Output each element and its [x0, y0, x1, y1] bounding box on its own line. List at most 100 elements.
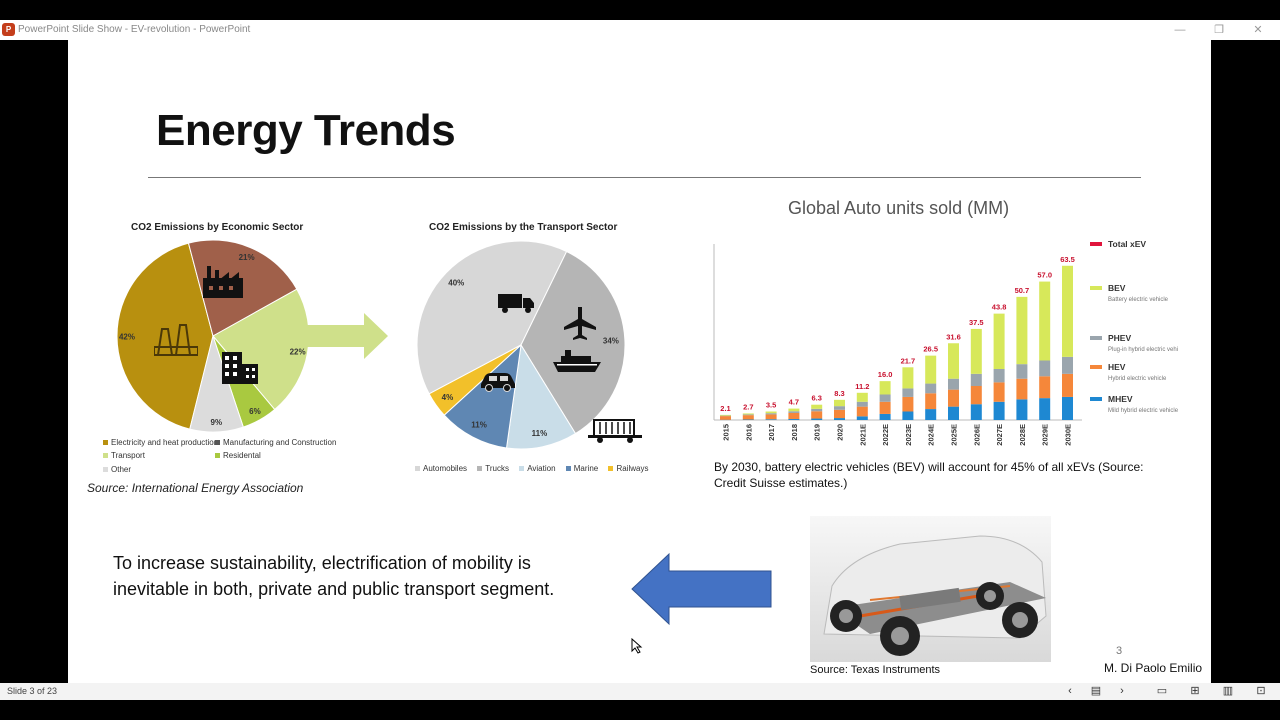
legend-label: BEV — [1108, 283, 1126, 293]
pie-slice — [505, 343, 577, 450]
normal-view-icon[interactable]: ▭ — [1156, 685, 1168, 697]
previous-slide-icon[interactable]: ‹ — [1068, 685, 1072, 697]
factory-icon — [203, 266, 243, 298]
bar-total-label: 6.3 — [811, 394, 821, 403]
pie-slice-label: 42% — [119, 333, 135, 342]
legend-swatch — [215, 440, 220, 446]
slide-menu-icon[interactable]: ▤ — [1090, 685, 1102, 697]
legend-sublabel: Mild hybrid electric vehicle — [1108, 408, 1178, 414]
legend-item: Other — [103, 465, 131, 474]
railway-wagon-icon — [588, 419, 642, 443]
bar-segment — [993, 382, 1005, 402]
photo-source: Source: Texas Instruments — [810, 664, 941, 676]
legend-swatch — [519, 466, 525, 472]
bar-segment — [902, 411, 914, 420]
bar-segment — [856, 406, 868, 417]
bar-segment — [742, 414, 754, 416]
legend-swatch — [1090, 365, 1102, 369]
bar-segment — [765, 411, 777, 414]
reading-view-icon[interactable]: ▥ — [1222, 685, 1234, 697]
bar-segment — [834, 409, 845, 419]
bar-segment — [925, 393, 937, 410]
legend-label: Automobiles — [423, 464, 468, 473]
ev-chassis-photo — [810, 516, 1051, 662]
legend-label: Aviation — [527, 464, 556, 473]
legend-label: MHEV — [1108, 394, 1133, 404]
bar-segment — [925, 355, 937, 384]
bar-total-label: 31.6 — [946, 332, 961, 341]
x-tick-label: 2029E — [1041, 424, 1050, 446]
cargo-ship-icon — [553, 350, 601, 372]
bar-segment — [970, 386, 982, 405]
slide-counter: Slide 3 of 23 — [7, 686, 58, 696]
bar-segment — [856, 392, 868, 402]
pie-slice-label: 4% — [442, 393, 454, 402]
x-tick-label: 2022E — [881, 424, 890, 446]
legend-item: Manufacturing and Construction — [215, 438, 336, 447]
slideshow-icon[interactable]: ⊡ — [1256, 685, 1266, 697]
legend-label: Electricity and heat production — [111, 438, 219, 447]
restore-button[interactable]: ❐ — [1214, 24, 1224, 36]
next-slide-icon[interactable]: › — [1120, 685, 1124, 697]
bar-segment — [879, 413, 891, 420]
bar-segment — [834, 406, 845, 410]
bar-segment — [788, 411, 800, 413]
bar-total-label: 11.2 — [855, 382, 869, 391]
bar-segment — [834, 418, 845, 420]
bar-segment — [811, 408, 823, 412]
bar-segment — [1016, 296, 1028, 365]
x-tick-label: 2026E — [972, 424, 981, 446]
legend-sublabel: Plug-in hybrid electric vehicle — [1108, 347, 1178, 353]
pie-slice — [189, 334, 244, 433]
bar-total-label: 3.5 — [766, 401, 776, 410]
transport-pie-chart: 40% 34% 11% 11% 4% — [416, 240, 626, 450]
legend-item: Transport — [103, 451, 145, 460]
close-button[interactable]: ✕ — [1253, 24, 1263, 36]
bar-segment — [993, 313, 1005, 369]
bar-segment — [742, 413, 754, 415]
bar-total-label: 2.1 — [720, 404, 730, 413]
slide-sorter-icon[interactable]: ⊞ — [1190, 685, 1200, 697]
x-tick-label: 2016 — [744, 424, 753, 441]
status-bar: Slide 3 of 23 ‹ ▤ › ▭ ⊞ ▥ ⊡ — [0, 683, 1280, 700]
auto-chart-title: Global Auto units sold (MM) — [788, 198, 1010, 218]
legend-item: Aviation — [519, 464, 556, 473]
x-tick-label: 2018 — [790, 424, 799, 441]
x-tick-label: 2030E — [1064, 424, 1073, 446]
bar-segment — [811, 404, 823, 409]
window-titlebar: P PowerPoint Slide Show - EV-revolution … — [0, 20, 1280, 40]
bar-segment — [948, 378, 959, 390]
legend-item: Electricity and heat production — [103, 438, 218, 447]
x-tick-label: 2015 — [722, 424, 731, 441]
legend-swatch — [565, 466, 571, 472]
bar-segment — [948, 406, 959, 420]
mouse-cursor-icon — [631, 638, 643, 654]
bar-segment — [948, 343, 959, 379]
bar-segment — [1062, 265, 1073, 357]
legend-label: Transport — [111, 451, 145, 460]
bar-total-label: 16.0 — [878, 370, 893, 379]
bar-segment — [948, 389, 959, 407]
bar-segment — [879, 381, 891, 395]
bar-segment — [1062, 373, 1073, 397]
page-number: 3 — [1116, 645, 1123, 657]
pie-slice-label: 21% — [239, 253, 255, 262]
bar-segment — [879, 401, 891, 414]
legend-swatch — [103, 440, 108, 446]
x-tick-label: 2019 — [813, 424, 822, 441]
bar-segment — [993, 401, 1005, 420]
pie-slice-label: 9% — [211, 418, 223, 427]
bar-segment — [879, 394, 891, 402]
legend-swatch — [608, 466, 614, 472]
legend-swatch — [103, 467, 108, 473]
bar-segment — [834, 399, 845, 407]
arrow-left-icon — [631, 552, 772, 626]
bar-segment — [765, 414, 777, 420]
author-name: M. Di Paolo Emilio — [1104, 661, 1203, 675]
bar-segment — [720, 414, 731, 416]
bar-total-label: 8.3 — [834, 389, 844, 398]
bar-total-label: 2.7 — [743, 402, 753, 411]
bar-segment — [811, 411, 823, 419]
legend-label: Railways — [616, 464, 649, 473]
minimize-button[interactable]: — — [1174, 24, 1186, 36]
